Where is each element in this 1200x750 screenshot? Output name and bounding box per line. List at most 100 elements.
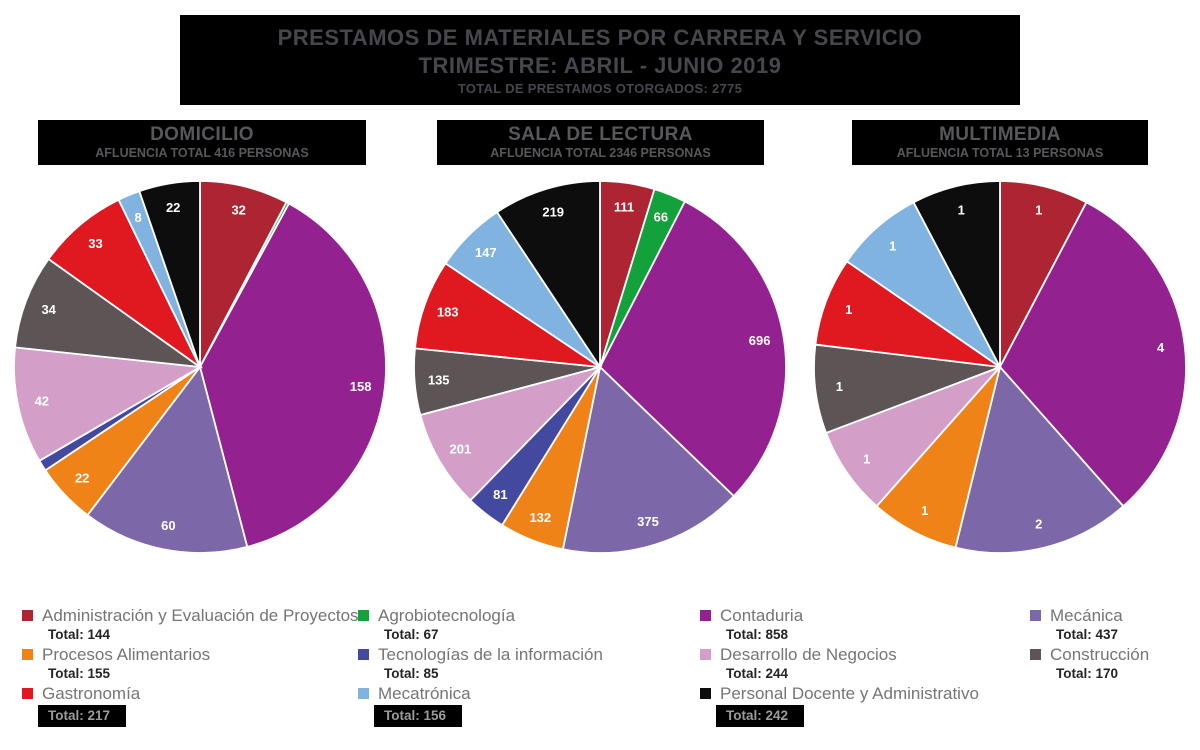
legend-total: Total: 67 (384, 627, 439, 642)
legend-total: Total: 244 (726, 666, 789, 681)
legend-color-swatch (1030, 649, 1041, 660)
pie-slice-mecanica (86, 364, 249, 554)
legend-column-2: Agrobiotecnología Total: 67 Tecnologías de… (358, 604, 693, 729)
slice-value-label: 1 (863, 451, 870, 466)
legend-label: Administración y Evaluación de Proyectos (42, 605, 359, 625)
slice-value-label: 132 (529, 510, 551, 525)
legend-item-desarrollo-de-negocios: Desarrollo de Negocios (700, 644, 1030, 665)
slice-value-label: 33 (88, 236, 102, 251)
legend-item-mecanica: Mecánica (1030, 605, 1198, 626)
slice-value-label: 147 (475, 245, 497, 260)
legend-color-swatch (358, 649, 369, 660)
legend-color-swatch (22, 688, 33, 699)
slice-value-label: 201 (450, 441, 472, 456)
slice-value-label: 2 (1035, 517, 1042, 532)
pie-slice-gastronomia (413, 262, 601, 368)
legend-color-swatch (358, 688, 369, 699)
pie-slice-contaduria (598, 200, 787, 498)
legend-total: Total: 437 (1056, 627, 1119, 642)
legend-color-swatch (358, 610, 369, 621)
legend-color-swatch (22, 649, 33, 660)
slice-value-label: 1 (836, 379, 843, 394)
legend-item-contaduria: Contaduria (700, 605, 1030, 626)
pie-chart-sala-de-lectura: 111 66 696 375 132 81 201 135 183 147 219 (413, 180, 787, 554)
legend-label: Contaduria (720, 605, 804, 625)
slice-value-label: 219 (542, 205, 564, 220)
legend-item-administracion-y-evaluacion-de-proyectos: Administración y Evaluación de Proyectos (22, 605, 359, 626)
slice-value-label: 60 (161, 518, 175, 533)
report-title: PRESTAMOS DE MATERIALES POR CARRERA Y SE… (277, 24, 923, 50)
pie-chart-domicilio: 32 158 60 22 42 34 33 8 22 (13, 180, 387, 554)
header-domicilio-title: DOMICILIO (150, 124, 254, 145)
header-sala-de-lectura-title: SALA DE LECTURA (508, 124, 693, 145)
legend-label: Construcción (1050, 644, 1150, 664)
legend-color-swatch (700, 610, 711, 621)
legend-total: Total: 156 (374, 705, 463, 727)
slice-value-label: 111 (614, 200, 634, 215)
legend-item-agrobiotecnologia: Agrobiotecnología (358, 605, 693, 626)
legend-item-gastronomia: Gastronomía (22, 683, 357, 704)
legend-item-procesos-alimentarios: Procesos Alimentarios (22, 644, 357, 665)
legend-label: Mecatrónica (378, 683, 471, 703)
report-grand-total: TOTAL DE PRESTAMOS OTORGADOS: 2775 (457, 80, 743, 96)
slice-value-label: 1 (921, 503, 928, 518)
legend-total: Total: 217 (38, 705, 127, 727)
legend-item-mecatronica: Mecatrónica (358, 683, 693, 704)
header-domicilio-subtitle: AFLUENCIA TOTAL 416 PERSONAS (95, 146, 309, 160)
legend-total: Total: 155 (48, 666, 111, 681)
pie-slice-mecanica (561, 365, 736, 554)
slice-value-label: 1 (889, 238, 896, 253)
legend-color-swatch (1030, 610, 1041, 621)
pie-slice-contaduria (998, 201, 1187, 508)
legend-label: Personal Docente y Administrativo (720, 683, 979, 703)
header-multimedia-subtitle: AFLUENCIA TOTAL 13 PERSONAS (896, 146, 1104, 160)
pie-slice-personal-docente-y-administrativo (138, 180, 201, 368)
slice-value-label: 81 (493, 487, 507, 502)
report-period: TRIMESTRE: ABRIL - JUNIO 2019 (418, 52, 782, 78)
legend-label: Agrobiotecnología (378, 605, 516, 625)
legend-label: Procesos Alimentarios (42, 644, 211, 664)
header-multimedia-title: MULTIMEDIA (939, 124, 1061, 145)
slice-value-label: 1 (958, 202, 965, 217)
legend-total: Total: 144 (48, 627, 111, 642)
legend-column-3: Contaduria Total: 858 Desarrollo de Negoci… (700, 604, 1030, 729)
slice-value-label: 4 (1157, 340, 1165, 355)
report-title-box: PRESTAMOS DE MATERIALES POR CARRERA Y SE… (180, 15, 1020, 105)
slice-value-label: 66 (654, 210, 668, 225)
pie-slice-desarrollo-de-negocios (419, 365, 603, 502)
slice-value-label: 135 (428, 373, 450, 388)
slice-value-label: 375 (637, 514, 659, 529)
legend-label: Tecnologías de la información (378, 644, 603, 664)
pie-slice-desarrollo-de-negocios (13, 346, 203, 463)
legend-item-construccion: Construcción (1030, 644, 1198, 665)
legend-total: Total: 170 (1056, 666, 1119, 681)
legend-label: Gastronomía (42, 683, 141, 703)
legend-color-swatch (700, 688, 711, 699)
slice-value-label: 1 (1035, 202, 1042, 217)
header-sala-de-lectura: SALA DE LECTURA AFLUENCIA TOTAL 2346 PER… (437, 120, 764, 165)
legend-label: Desarrollo de Negocios (720, 644, 897, 664)
slice-value-label: 32 (231, 202, 245, 217)
slice-value-label: 8 (134, 210, 141, 225)
pie-slice-gastronomia (47, 198, 201, 368)
legend-total: Total: 85 (384, 666, 439, 681)
legend-color-swatch (22, 610, 33, 621)
slice-value-label: 22 (166, 200, 180, 215)
legend-color-swatch (700, 649, 711, 660)
pie-chart-multimedia: 1 4 2 1 1 1 1 1 1 (813, 180, 1187, 554)
legend-label: Mecánica (1050, 605, 1123, 625)
slice-value-label: 42 (35, 394, 49, 409)
legend-column-1: Administración y Evaluación de Proyectos… (22, 604, 359, 729)
legend-total: Total: 858 (726, 627, 789, 642)
slice-value-label: 158 (350, 379, 372, 394)
legend-item-personal-docente-y-administrativo: Personal Docente y Administrativo (700, 683, 1030, 704)
legend-item-tecnologias-de-la-informacion: Tecnologías de la información (358, 644, 693, 665)
pie-slice-mecanica (954, 365, 1125, 554)
header-domicilio: DOMICILIO AFLUENCIA TOTAL 416 PERSONAS (38, 120, 366, 165)
pie-slice-contaduria (199, 202, 387, 549)
slice-value-label: 34 (41, 302, 56, 317)
slice-value-label: 1 (845, 302, 852, 317)
legend-total: Total: 242 (716, 705, 805, 727)
header-multimedia: MULTIMEDIA AFLUENCIA TOTAL 13 PERSONAS (852, 120, 1148, 165)
